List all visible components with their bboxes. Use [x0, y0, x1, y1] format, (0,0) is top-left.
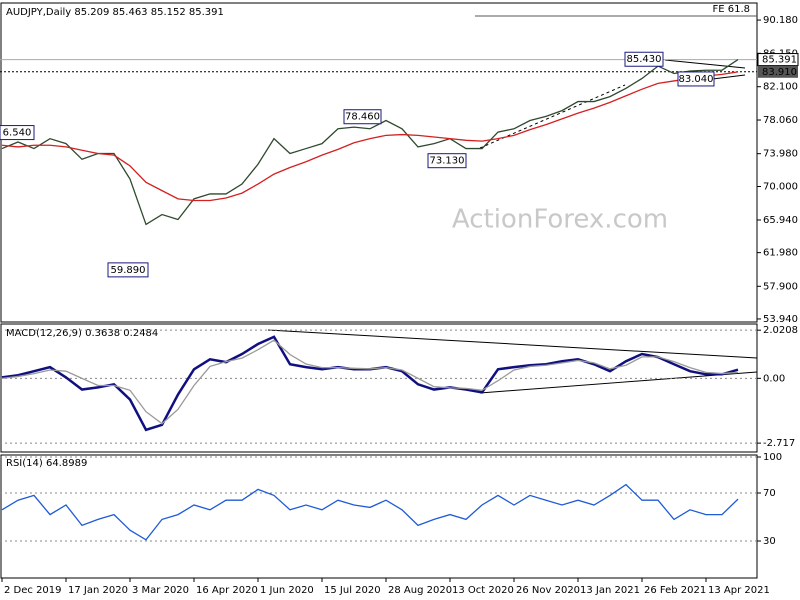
x-tick-label: 13 Oct 2020	[452, 585, 514, 596]
price-label-box	[343, 109, 382, 125]
series-line	[1, 339, 739, 425]
x-tick-label: 26 Feb 2021	[644, 585, 706, 596]
price-label-box	[624, 51, 664, 67]
series-line	[1, 483, 739, 541]
price-label: 6.540	[3, 128, 32, 139]
y-tick-label: 53.940	[763, 314, 798, 325]
macd-panel	[0, 323, 758, 453]
level-box	[758, 65, 798, 78]
y-tick-label: 82.100	[763, 82, 798, 93]
price-label-box	[427, 153, 467, 169]
x-tick-label: 13 Apr 2021	[708, 585, 770, 596]
rsi-title: RSI(14) 64.8989	[6, 458, 87, 469]
y-tick-label: 70	[763, 488, 776, 499]
macd-title: MACD(12,26,9) 0.3638 0.2484	[6, 328, 158, 339]
y-tick-label: 73.980	[763, 149, 798, 160]
level-label: 83.910	[762, 67, 797, 78]
price-label: 73.130	[430, 156, 465, 167]
x-tick-label: 28 Aug 2020	[388, 585, 452, 596]
y-tick-label: 65.940	[763, 215, 798, 226]
x-tick-label: 13 Jan 2021	[580, 585, 640, 596]
fe-label: FE 61.8	[712, 4, 750, 15]
trendline	[267, 329, 758, 359]
price-label: 59.890	[111, 265, 146, 276]
chart-title: AUDJPY,Daily 85.209 85.463 85.152 85.391	[6, 7, 224, 18]
price-label-box	[107, 262, 149, 278]
price-label-box	[677, 71, 715, 87]
y-tick-label: 57.900	[763, 281, 798, 292]
price-panel	[0, 2, 758, 323]
y-tick-label: 0.00	[763, 373, 785, 384]
y-tick-label: -2.717	[763, 438, 795, 449]
x-tick-label: 3 Mar 2020	[132, 585, 189, 596]
y-tick-label: 78.060	[763, 115, 798, 126]
price-label: 78.460	[345, 112, 380, 123]
last-price-label: 85.391	[762, 55, 797, 66]
last-price-box	[757, 53, 799, 67]
y-tick-label: 100	[763, 452, 782, 463]
x-tick-label: 26 Nov 2020	[516, 585, 580, 596]
series-line	[1, 59, 739, 226]
x-tick-label: 15 Jul 2020	[324, 585, 381, 596]
trendline	[664, 59, 746, 69]
rsi-panel	[0, 454, 758, 579]
y-tick-label: 2.0208	[763, 325, 798, 336]
x-tick-label: 2 Dec 2019	[4, 585, 62, 596]
price-label-box	[0, 125, 35, 141]
y-tick-label: 61.980	[763, 248, 798, 259]
series-line	[1, 71, 739, 202]
x-tick-label: 16 Apr 2020	[196, 585, 258, 596]
price-label: 83.040	[679, 74, 714, 85]
y-tick-label: 70.000	[763, 181, 798, 192]
x-tick-label: 1 Jun 2020	[260, 585, 314, 596]
y-tick-label: 90.180	[763, 15, 798, 26]
x-tick-label: 17 Jan 2020	[68, 585, 128, 596]
watermark: ActionForex.com	[452, 205, 668, 235]
price-label: 85.430	[627, 54, 662, 65]
y-tick-label: 30	[763, 536, 776, 547]
